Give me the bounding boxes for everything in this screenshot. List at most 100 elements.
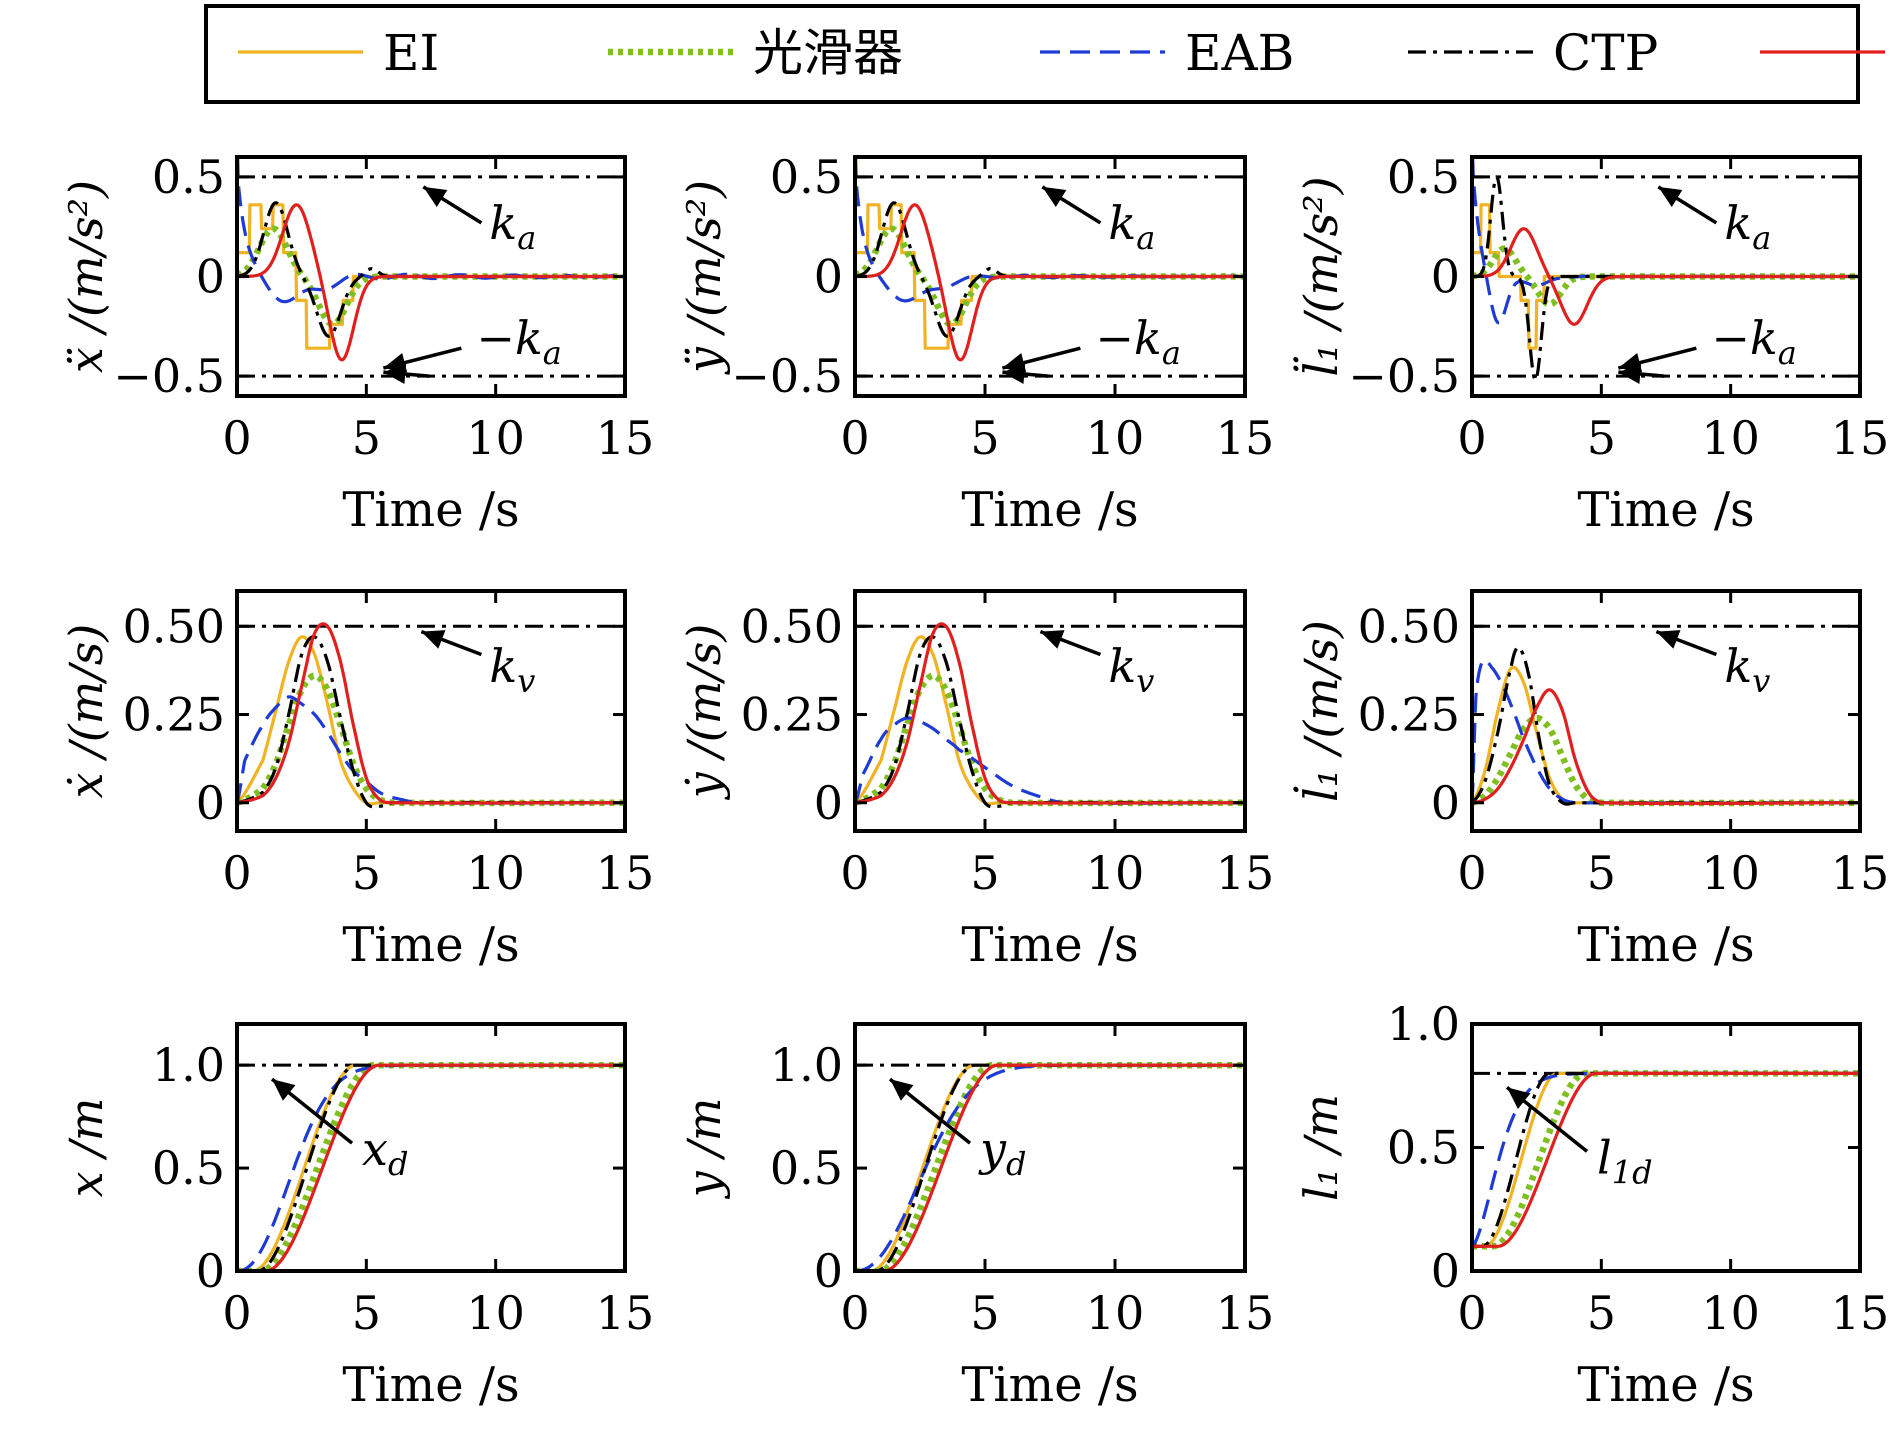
subplot-vl: 0 5 10 15 0.50 0.25 0 Time /s l̇₁ /(m/s) kv (1292, 589, 1890, 973)
x-tick-label: 15 (1831, 1286, 1890, 1340)
annotations: kv (1039, 629, 1154, 700)
x-tick-label: 10 (466, 846, 525, 900)
x-tick-label: 15 (596, 1286, 655, 1340)
subplot-ay-acc: 0 5 10 15 0.5 0 −0.5 Time /s ÿ /(m/s²) ka −ka (677, 150, 1274, 538)
annotation-label: kv (1724, 639, 1770, 700)
subplot-pl: 0 5 10 15 1.0 0.5 0 Time /s l₁ /m l1d (1294, 997, 1889, 1413)
y-tick-label: 0.5 (152, 1141, 225, 1195)
y-tick-label: 0 (196, 250, 225, 304)
legend-item: EAB (1040, 24, 1294, 82)
y-tick-label: 0.5 (770, 150, 843, 204)
x-tick-label: 0 (1457, 846, 1486, 900)
y-axis-label: ẏ /(m/s) (677, 624, 731, 801)
y-tick-label: 0.5 (1387, 1121, 1460, 1175)
x-tick-label: 5 (970, 1286, 999, 1340)
annotations: xd (270, 1077, 408, 1183)
annotation-label: ka (1724, 196, 1771, 257)
y-tick-label: 0 (1431, 1244, 1460, 1298)
series-line (855, 716, 1245, 805)
annotations: ka −ka (1001, 185, 1181, 384)
y-tick-label: 0.25 (741, 688, 843, 742)
series-line (1472, 1070, 1860, 1250)
y-tick-label: 0.5 (770, 1141, 843, 1195)
annotation-label: yd (978, 1122, 1026, 1183)
series-line (237, 695, 625, 805)
subplot-ax-acc: 0 5 10 15 0.5 0 −0.5 Time /s ẍ /(m/s²) ka −ka (59, 150, 654, 538)
series-line (1472, 645, 1860, 806)
y-tick-label: 0 (196, 1244, 225, 1298)
annotation-label: −ka (1711, 311, 1797, 372)
x-axis-label: Time /s (1577, 482, 1754, 538)
legend-label: CTP (1553, 24, 1658, 82)
x-tick-label: 5 (970, 411, 999, 465)
x-axis-label: Time /s (1577, 917, 1754, 973)
y-tick-label: 0.50 (1358, 599, 1460, 653)
annotation-arrowhead (1002, 352, 1027, 373)
y-tick-label: 0 (814, 776, 843, 830)
series-group (855, 157, 1245, 362)
series-line (1472, 714, 1860, 807)
x-tick-label: 0 (1457, 1286, 1486, 1340)
legend-item: 光滑器 (608, 24, 903, 82)
series-line (237, 157, 625, 304)
x-axis-label: Time /s (342, 482, 519, 538)
x-axis-label: Time /s (1577, 1357, 1754, 1413)
y-axis-label: l̇₁ /(m/s) (1292, 620, 1348, 802)
series-line (1472, 1071, 1860, 1248)
annotations: kv (1655, 629, 1770, 700)
series-line (855, 1063, 1245, 1271)
series-line (1472, 658, 1860, 805)
y-axis-label: l̈₁ /(m/s²) (1292, 176, 1348, 376)
annotation-arrowhead (1040, 630, 1065, 649)
series-line (855, 203, 1245, 362)
annotations: kv (420, 629, 535, 700)
x-tick-label: 0 (840, 411, 869, 465)
series-line (1472, 227, 1860, 326)
y-tick-label: 0.5 (152, 150, 225, 204)
y-axis-label: ÿ /(m/s²) (677, 180, 731, 375)
annotation-arrowhead (890, 1079, 914, 1101)
annotation-label: kv (1108, 639, 1154, 700)
y-tick-label: 1.0 (152, 1038, 225, 1092)
annotation-arrowhead (1656, 630, 1681, 649)
series-line (1472, 1071, 1860, 1248)
y-tick-label: 0.50 (741, 599, 843, 653)
legend-item: 本文方法 (1760, 50, 1885, 54)
x-tick-label: 10 (1701, 411, 1760, 465)
subplot-py: 0 5 10 15 1.0 0.5 0 Time /s y /m yd (677, 1022, 1274, 1413)
annotation-arrowhead (1042, 186, 1067, 207)
annotation-arrowhead (1507, 1087, 1531, 1109)
x-tick-label: 0 (1457, 411, 1486, 465)
annotation-arrowhead (1618, 352, 1643, 373)
y-tick-label: 0 (1431, 250, 1460, 304)
x-tick-label: 15 (1831, 846, 1890, 900)
x-tick-label: 5 (352, 1286, 381, 1340)
y-tick-label: 1.0 (1387, 997, 1460, 1051)
x-tick-label: 10 (1086, 411, 1145, 465)
annotation-arrowhead (423, 186, 448, 207)
series-group (237, 622, 625, 809)
series-group (1472, 157, 1860, 382)
y-tick-label: −0.5 (731, 349, 843, 403)
series-line (1472, 1071, 1860, 1248)
x-tick-label: 0 (840, 1286, 869, 1340)
annotations: yd (888, 1077, 1026, 1183)
series-line (237, 622, 625, 805)
y-tick-label: 0 (814, 1244, 843, 1298)
axes-frame (235, 1022, 627, 1273)
axes-frame (853, 1022, 1247, 1273)
annotation-label: −ka (1095, 311, 1181, 372)
x-tick-label: 15 (596, 411, 655, 465)
series-line (237, 672, 625, 807)
x-tick-label: 5 (1587, 846, 1616, 900)
series-line (1472, 157, 1860, 325)
x-tick-label: 15 (596, 846, 655, 900)
series-group (237, 1061, 625, 1271)
series-group (855, 622, 1245, 809)
legend-item: EI (238, 24, 439, 82)
annotation-label: kv (489, 639, 535, 700)
x-tick-label: 0 (222, 846, 251, 900)
legend: EI 光滑器 EAB CTP 本文方法 (204, 4, 1885, 104)
x-tick-label: 10 (1086, 1286, 1145, 1340)
